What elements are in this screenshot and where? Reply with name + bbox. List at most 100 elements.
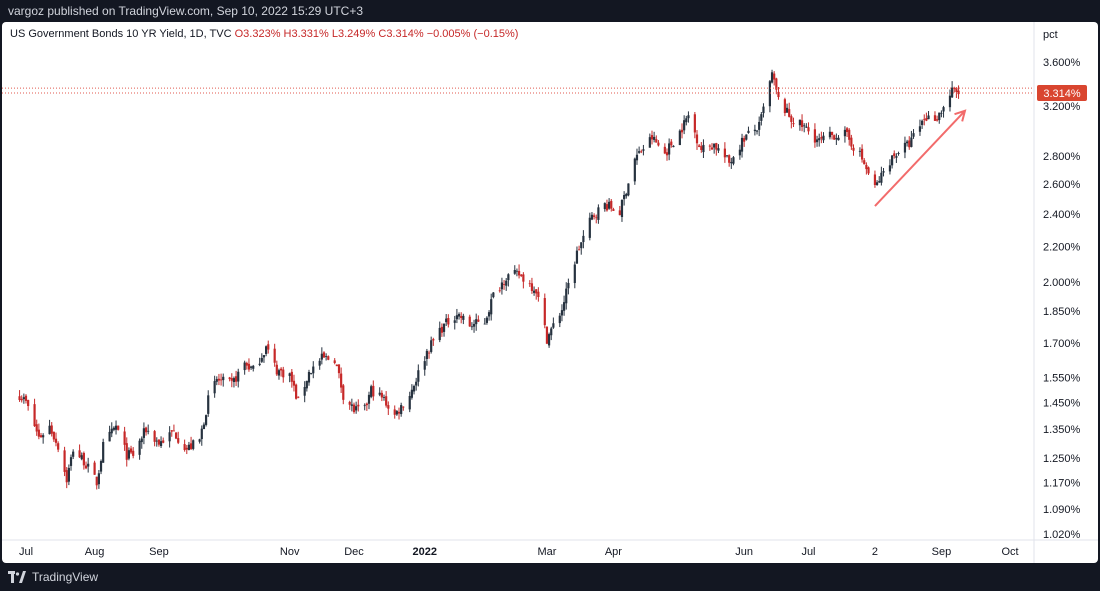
chart-area[interactable]: pct 3.600% 3.200% 2.800% 2.600% 2.400% 2.200%… [2,22,1098,563]
candle-body [303,386,306,396]
candles [18,69,960,490]
candle-body [310,373,313,374]
y-tick-label: 3.600% [1043,57,1081,69]
candle-body [219,379,223,381]
candle-body [685,118,688,123]
candle-body [39,435,43,437]
candle-body [445,318,448,323]
candle-body [698,145,701,147]
candle-body [912,133,915,137]
candle-body [597,207,600,220]
candle-body [427,352,431,354]
candle-body [228,377,231,380]
candle-body [921,120,924,125]
candle-body [550,328,553,336]
candle-body [337,364,341,374]
candle-body [162,440,165,443]
candle-body [502,284,506,286]
candle-body [127,450,131,459]
candle-body [138,440,141,455]
candle-body [468,316,471,327]
candle-body [295,384,298,399]
candle-body [543,298,546,326]
candle-body [828,131,832,138]
candle-body [65,470,68,483]
candle-body [653,136,656,140]
candle-body [895,156,898,158]
candle-body [618,210,621,216]
candle-body [217,378,221,381]
x-tick-label: Jul [19,546,33,558]
candle-body [93,462,96,475]
candle-body [245,362,248,366]
candle-body [760,114,763,121]
candle-body [174,432,178,439]
y-tick-label: 2.000% [1043,277,1081,289]
candle-body [728,155,731,163]
candle-body [312,366,315,374]
candle-body [483,323,486,325]
candle-body [367,394,371,404]
candle-body [187,444,191,450]
candle-body [680,129,684,133]
candle-body [642,149,645,151]
candle-body [27,400,30,407]
candle-body [938,112,941,120]
candle-body [717,148,720,151]
candle-body [753,129,756,132]
candle-body [207,395,210,414]
candle-body [54,438,58,443]
candle-body [37,429,40,437]
candle-body [948,95,952,108]
candle-body [942,107,945,112]
candle-body [333,360,336,363]
candle-body [159,441,163,446]
candle-body [562,302,566,311]
candle-body [897,153,900,154]
candle-body [770,72,774,83]
candle-body [777,91,780,98]
candle-body [57,443,60,450]
candle-body [665,152,669,156]
candle-body [833,135,836,140]
candle-body [588,217,591,238]
candle-body [678,130,681,146]
candle-body [715,143,718,150]
close-value: C3.314% [378,28,424,40]
candle-body [732,157,735,164]
candle-body [183,444,186,451]
candle-body [69,457,73,466]
candle-body [785,107,789,113]
candle-body [335,364,338,367]
candle-body [157,439,161,445]
candle-body [372,385,375,397]
candle-body [905,141,909,144]
y-axis-ticks[interactable]: 3.600% 3.200% 2.800% 2.600% 2.400% 2.200% 2.00… [1043,57,1081,541]
candle-body [815,139,819,143]
publish-info: vargoz published on TradingView.com, Sep… [0,0,1100,22]
candle-body [925,118,928,121]
publish-line: vargoz published on TradingView.com, Sep… [8,4,364,18]
candle-body [198,439,201,442]
price-chart[interactable]: pct 3.600% 3.200% 2.800% 2.600% 2.400% 2.200%… [2,22,1098,563]
candle-body [547,334,551,346]
candle-body [129,448,133,453]
candle-body [417,370,420,382]
candle-body [363,405,366,407]
candle-body [393,409,396,415]
high-value: H3.331% [283,28,329,40]
candle-body [112,427,115,430]
candle-body [415,381,418,386]
candle-body [425,350,428,360]
candle-body [22,397,25,400]
candle-body [168,432,171,442]
x-axis-ticks[interactable]: Jul Aug Sep Nov Dec 2022 Mar Apr Jun Jul 2 Sep Oct [19,546,1019,558]
candle-body [955,87,958,92]
candle-body [790,116,793,122]
y-tick-label: 3.200% [1043,101,1081,113]
candle-body [67,467,70,482]
candle-body [117,425,120,430]
footer-brand: TradingView [32,570,99,584]
candle-body [783,99,787,114]
candle-body [595,217,598,219]
